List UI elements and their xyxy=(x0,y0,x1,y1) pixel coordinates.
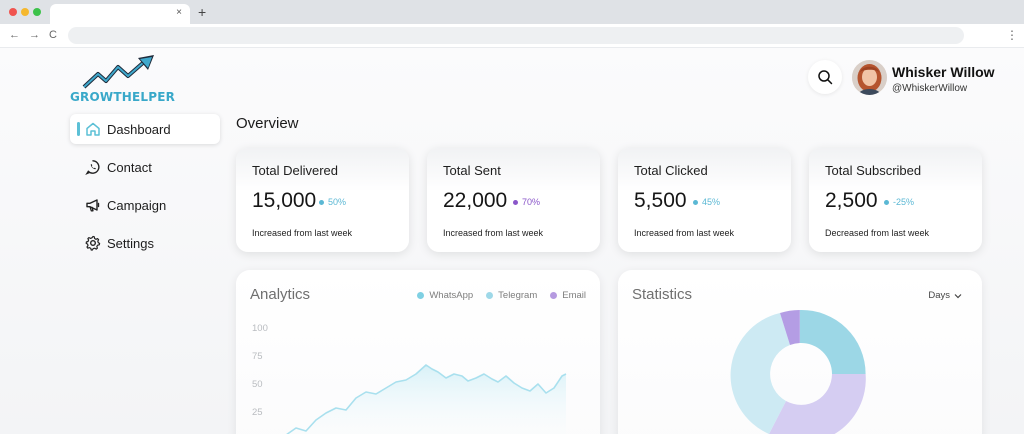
avatar[interactable] xyxy=(852,60,887,95)
statistics-donut-chart xyxy=(730,309,866,434)
sidebar-item-dashboard[interactable]: Dashboard xyxy=(70,114,220,144)
search-button[interactable] xyxy=(808,60,842,94)
browser-toolbar: ← → C ⋮ xyxy=(0,24,1024,48)
window-maximize-button[interactable] xyxy=(33,8,41,16)
sidebar-item-campaign[interactable]: Campaign xyxy=(70,190,220,220)
sidebar-item-settings[interactable]: Settings xyxy=(70,228,220,258)
legend-label: Email xyxy=(562,290,586,301)
sidebar-item-label: Dashboard xyxy=(107,122,171,137)
stat-card-delta: -25% xyxy=(884,197,914,207)
stat-card-clicked: Total Clicked 5,500 45% Increased from l… xyxy=(618,148,791,252)
donut-segment-other xyxy=(780,309,800,345)
stat-card-value: 5,500 xyxy=(634,189,687,212)
stat-card-delivered: Total Delivered 15,000 50% Increased fro… xyxy=(236,148,409,252)
stat-card-sent: Total Sent 22,000 70% Increased from las… xyxy=(427,148,600,252)
statistics-title: Statistics xyxy=(632,286,693,303)
stat-card-delta: 50% xyxy=(319,197,346,207)
window-close-button[interactable] xyxy=(9,8,17,16)
stat-card-title: Total Subscribed xyxy=(825,163,922,178)
sidebar-item-contact[interactable]: Contact xyxy=(70,152,220,182)
legend-item-email[interactable]: Email xyxy=(550,290,586,301)
stat-card-delta: 70% xyxy=(513,197,540,207)
y-tick-label: 50 xyxy=(252,379,263,390)
user-name: Whisker Willow xyxy=(892,64,995,80)
sidebar-item-label: Settings xyxy=(107,236,154,251)
stat-card-value: 15,000 xyxy=(252,189,317,212)
sidebar-item-label: Campaign xyxy=(107,198,167,213)
y-tick-label: 75 xyxy=(252,351,263,362)
browser-tab-bar: × + xyxy=(0,0,1024,24)
window-minimize-button[interactable] xyxy=(21,8,29,16)
y-tick-label: 25 xyxy=(252,407,263,418)
donut-segment-whatsapp xyxy=(730,313,790,434)
delta-value: 50% xyxy=(328,197,347,207)
delta-dot-icon xyxy=(319,199,324,205)
analytics-legend: WhatsApp Telegram Email xyxy=(404,290,586,301)
growthelper-logo[interactable]: GROWTHELPER xyxy=(70,54,180,106)
stat-card-title: Total Delivered xyxy=(252,163,338,178)
whatsapp-line xyxy=(286,364,567,434)
home-icon xyxy=(86,122,100,136)
stat-card-note: Increased from last week xyxy=(252,228,353,238)
stat-card-value: 2,500 xyxy=(825,189,878,212)
active-indicator xyxy=(77,122,80,136)
period-value: Days xyxy=(928,290,950,301)
stat-card-note: Decreased from last week xyxy=(825,228,930,238)
donut-segment-telegram xyxy=(799,309,866,374)
chevron-down-icon xyxy=(954,293,962,298)
browser-menu-icon[interactable]: ⋮ xyxy=(1006,28,1018,42)
delta-value: 70% xyxy=(522,197,541,207)
growth-arrow-icon xyxy=(82,55,154,89)
sidebar-item-label: Contact xyxy=(107,160,152,175)
tab-close-icon[interactable]: × xyxy=(176,7,182,18)
forward-arrow-icon[interactable]: → xyxy=(29,29,40,41)
legend-dot-icon xyxy=(417,292,425,299)
analytics-panel: Analytics WhatsApp Telegram Email 100 75… xyxy=(236,270,600,434)
reload-icon[interactable]: C xyxy=(49,29,57,41)
stat-card-note: Increased from last week xyxy=(634,228,735,238)
stat-card-delta: 45% xyxy=(693,197,720,207)
dashboard-page: GROWTHELPER Dashboard Contact Campaign S… xyxy=(0,48,1024,434)
user-handle: @WhiskerWillow xyxy=(892,83,968,94)
logo-text: GROWTHELPER xyxy=(70,90,176,104)
legend-label: Telegram xyxy=(498,290,538,301)
stat-card-title: Total Sent xyxy=(443,163,501,178)
page-title: Overview xyxy=(236,115,299,132)
new-tab-button[interactable]: + xyxy=(198,4,207,20)
whatsapp-area xyxy=(287,365,566,434)
gear-icon xyxy=(85,235,101,251)
analytics-title: Analytics xyxy=(250,286,311,303)
browser-tab[interactable]: × xyxy=(50,4,190,24)
statistics-panel: Statistics Days xyxy=(618,270,982,434)
analytics-line-chart xyxy=(286,364,567,434)
search-icon xyxy=(818,70,833,85)
y-tick-label: 100 xyxy=(252,323,268,334)
address-bar[interactable] xyxy=(68,27,964,44)
delta-dot-icon xyxy=(884,199,889,205)
whatsapp-icon xyxy=(85,160,100,175)
megaphone-icon xyxy=(86,199,100,212)
donut-segment-email xyxy=(769,374,866,434)
period-dropdown[interactable]: Days xyxy=(928,290,962,301)
delta-dot-icon xyxy=(513,199,518,205)
user-photo-icon xyxy=(852,60,887,95)
delta-dot-icon xyxy=(693,199,698,205)
legend-dot-icon xyxy=(486,292,494,299)
legend-item-whatsapp[interactable]: WhatsApp xyxy=(417,290,473,301)
stat-card-value: 22,000 xyxy=(443,189,508,212)
legend-label: WhatsApp xyxy=(429,290,474,301)
delta-value: -25% xyxy=(893,197,915,207)
stat-card-title: Total Clicked xyxy=(634,163,708,178)
stat-card-note: Increased from last week xyxy=(443,228,544,238)
delta-value: 45% xyxy=(702,197,721,207)
stat-card-subscribed: Total Subscribed 2,500 -25% Decreased fr… xyxy=(809,148,982,252)
legend-item-telegram[interactable]: Telegram xyxy=(486,290,537,301)
back-arrow-icon[interactable]: ← xyxy=(9,29,20,41)
legend-dot-icon xyxy=(550,292,558,299)
